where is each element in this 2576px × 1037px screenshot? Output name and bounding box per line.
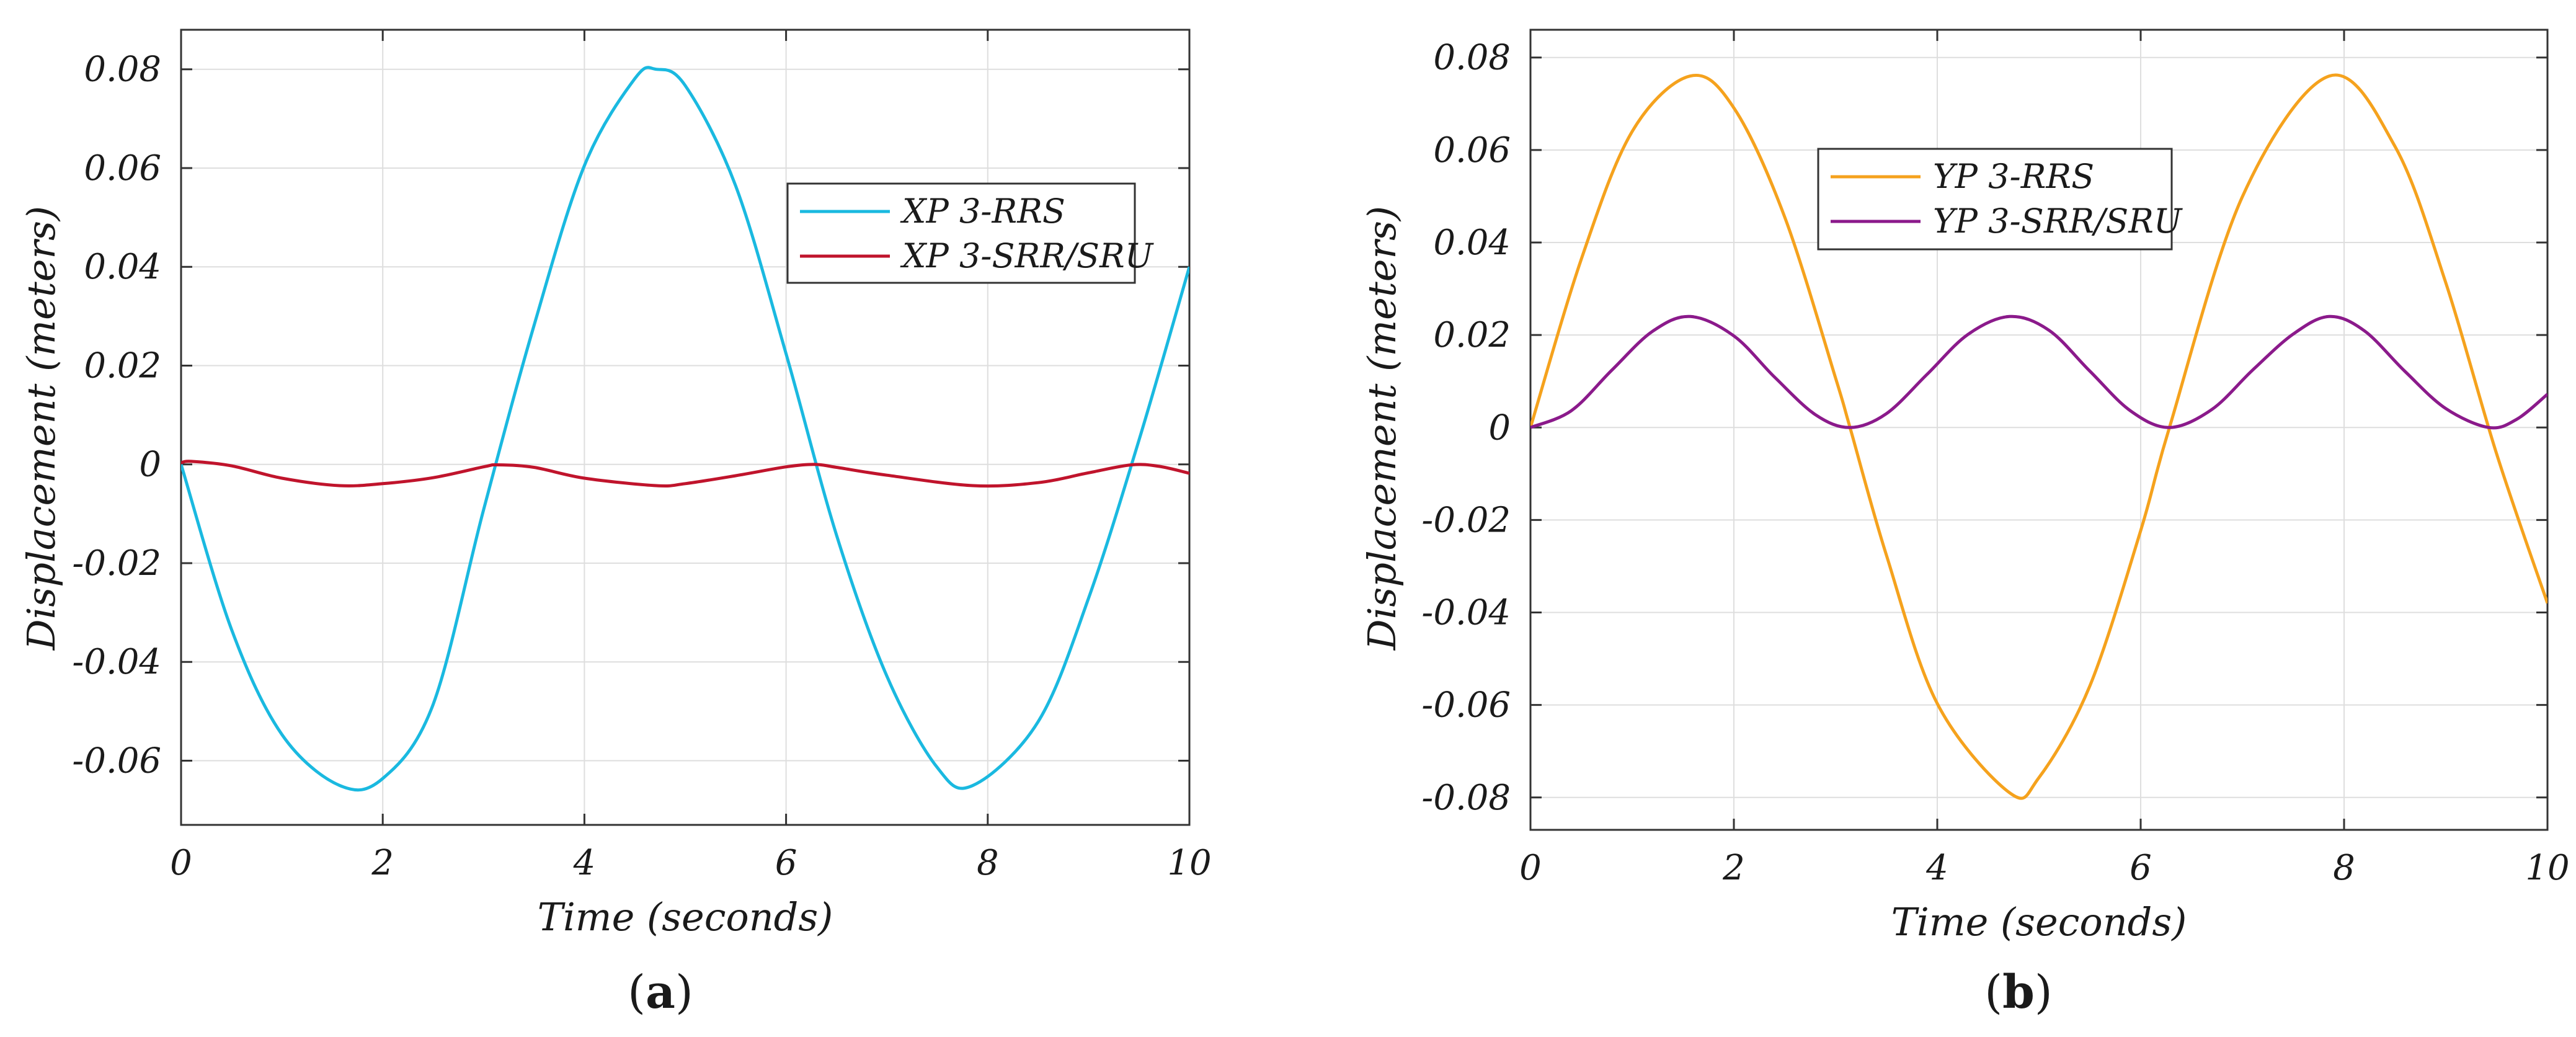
y-tick-label: -0.02 [1421, 500, 1511, 540]
axes-box [1529, 29, 2549, 831]
x-axis-label: Time (seconds) [1891, 899, 2187, 945]
legend-label: YP 3-SRR/SRU [1933, 202, 2183, 241]
x-tick-label: 8 [2333, 848, 2355, 888]
y-tick-label: 0.08 [84, 50, 161, 90]
x-tick-label: 6 [775, 843, 797, 883]
y-tick-label: 0.06 [84, 148, 161, 189]
legend-label: YP 3-RRS [1933, 157, 2094, 196]
legend-label: XP 3-SRR/SRU [900, 236, 1154, 275]
y-tick-label: -0.04 [72, 642, 161, 682]
x-tick-label: 2 [1722, 848, 1745, 888]
y-tick-label: -0.06 [1421, 685, 1511, 726]
legend-box [1817, 148, 2173, 251]
series-line-1 [181, 66, 1189, 792]
legend-label: XP 3-RRS [900, 192, 1065, 231]
x-tick-label: 4 [1925, 848, 1948, 888]
x-tick-label: 2 [371, 843, 394, 883]
axes-box [180, 29, 1191, 826]
y-axis-label: Displacement (meters) [19, 206, 64, 651]
y-tick-label: 0.04 [1433, 223, 1511, 263]
y-tick-label: 0 [139, 445, 161, 485]
x-tick-label: 8 [977, 843, 999, 883]
legend: XP 3-RRS XP 3-SRR/SRU [786, 182, 1154, 284]
panel-label: (a) [628, 966, 693, 1019]
x-tick-label: 10 [1167, 843, 1211, 883]
y-tick-label: 0.04 [84, 247, 161, 287]
series-line-2 [181, 460, 1189, 488]
x-tick-label: 0 [170, 843, 192, 883]
x-tick-label: 0 [1519, 848, 1542, 888]
series-line-2 [1530, 314, 2547, 430]
y-axis-label: Displacement (meters) [1359, 206, 1405, 651]
x-tick-label: 10 [2525, 848, 2569, 888]
y-tick-label: -0.04 [1421, 593, 1511, 633]
y-tick-label: 0.02 [84, 345, 161, 386]
y-tick-label: -0.02 [72, 543, 161, 584]
y-tick-label: 0.02 [1433, 315, 1511, 355]
y-tick-label: -0.06 [72, 741, 161, 781]
y-tick-label: 0 [1488, 407, 1511, 448]
x-axis-label: Time (seconds) [538, 894, 833, 940]
y-tick-label: -0.08 [1421, 778, 1511, 818]
legend: YP 3-RRS YP 3-SRR/SRU [1817, 148, 2183, 251]
x-tick-label: 4 [573, 843, 596, 883]
y-tick-label: 0.06 [1433, 130, 1511, 171]
x-tick-label: 6 [2130, 848, 2152, 888]
chart-panel-a: 0 2 4 6 8 10 -0.06 -0.04 -0.02 0 0.02 0.04 0.06 0.08 T… [19, 29, 1212, 1019]
series-line-1 [1530, 73, 2547, 800]
y-tick-label: 0.08 [1433, 38, 1511, 78]
legend-box [786, 182, 1136, 284]
panel-label: (b) [1984, 966, 2053, 1019]
chart-panel-b: 0 2 4 6 8 10 -0.08 -0.06 -0.04 -0.02 0 0.02 0.04 0.06… [1359, 29, 2570, 1019]
